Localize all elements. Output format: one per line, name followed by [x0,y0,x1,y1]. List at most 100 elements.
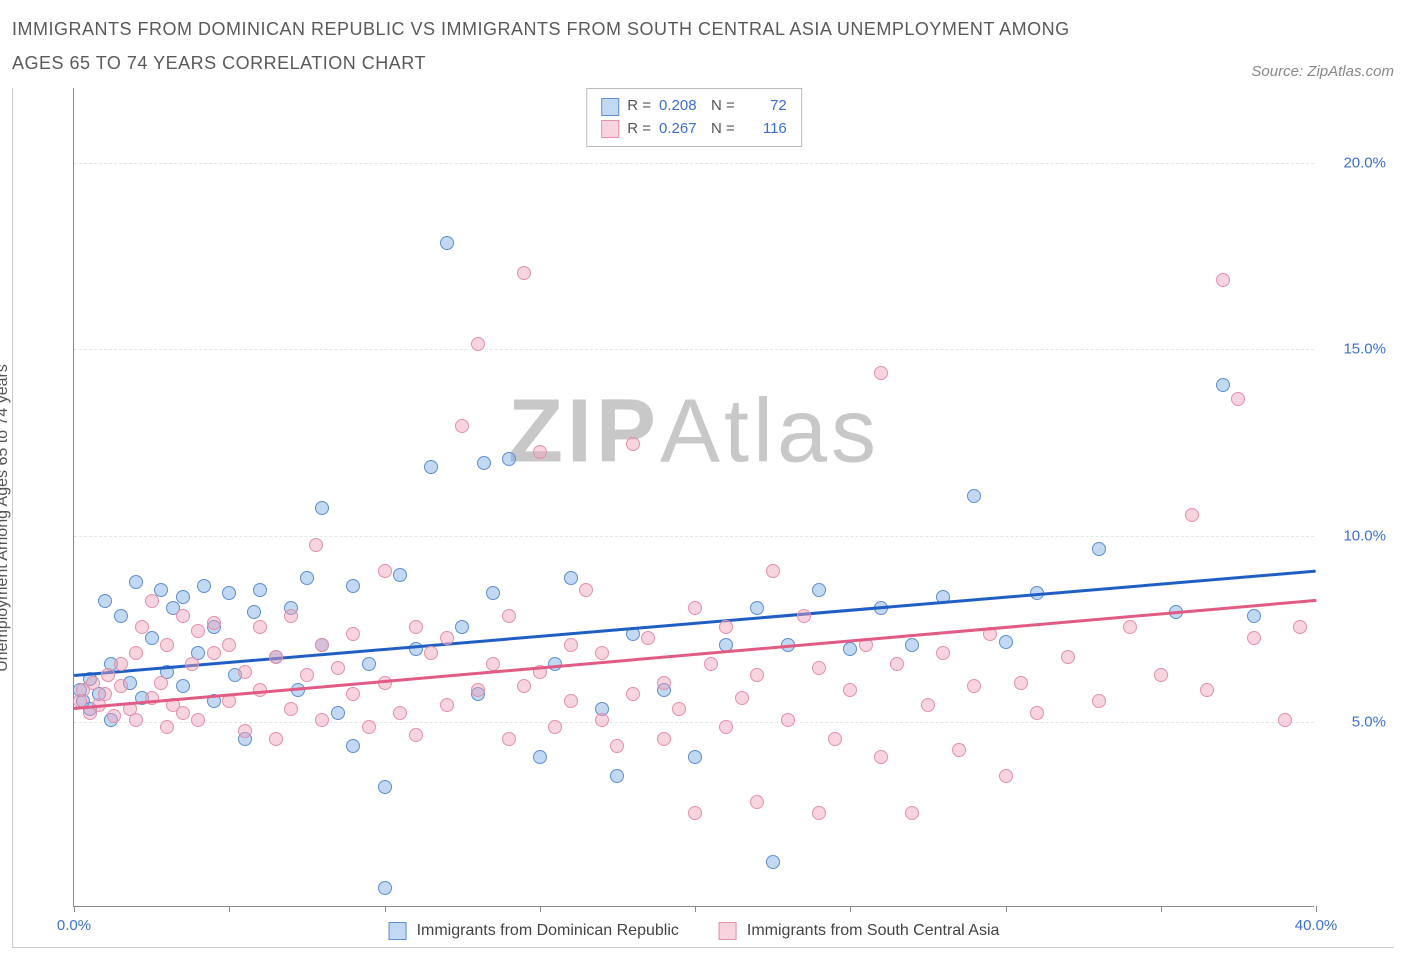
scatter-point [393,568,407,582]
scatter-point [564,638,578,652]
plot-area: ZIPAtlas R =0.208N =72R =0.267N =116 Imm… [73,88,1314,907]
scatter-point [843,642,857,656]
scatter-point [936,646,950,660]
scatter-point [1231,392,1245,406]
scatter-point [502,452,516,466]
legend-n-value: 72 [743,95,787,118]
scatter-point [114,609,128,623]
bottom-legend-label: Immigrants from Dominican Republic [417,922,679,940]
scatter-point [440,631,454,645]
scatter-point [253,620,267,634]
scatter-point [1247,609,1261,623]
scatter-point [533,750,547,764]
scatter-point [1030,706,1044,720]
scatter-point [378,881,392,895]
scatter-point [315,501,329,515]
scatter-point [967,489,981,503]
scatter-point [812,806,826,820]
scatter-point [160,720,174,734]
trend-line [74,599,1316,710]
scatter-point [952,743,966,757]
scatter-point [346,739,360,753]
scatter-point [315,638,329,652]
scatter-point [378,780,392,794]
scatter-point [471,337,485,351]
x-tick-label: 0.0% [57,917,91,934]
scatter-point [98,594,112,608]
scatter-point [207,616,221,630]
scatter-point [145,594,159,608]
x-tick [1316,906,1317,912]
scatter-point [1123,620,1137,634]
watermark-light: Atlas [660,381,880,481]
y-tick-label: 10.0% [1343,527,1386,544]
scatter-point [750,795,764,809]
scatter-point [626,687,640,701]
scatter-point [191,624,205,638]
scatter-point [797,609,811,623]
scatter-point [595,713,609,727]
scatter-point [253,583,267,597]
scatter-point [890,657,904,671]
scatter-point [641,631,655,645]
scatter-point [688,750,702,764]
x-tick-label: 40.0% [1295,917,1338,934]
source-label: Source: [1251,63,1303,80]
scatter-point [269,732,283,746]
scatter-point [477,456,491,470]
scatter-point [517,679,531,693]
scatter-point [1247,631,1261,645]
scatter-point [197,579,211,593]
gridline [74,349,1314,350]
legend-n-label: N = [711,118,735,141]
scatter-point [905,638,919,652]
scatter-point [1092,694,1106,708]
legend-r-value: 0.267 [659,118,703,141]
scatter-point [440,236,454,250]
x-tick [1006,906,1007,912]
scatter-point [455,620,469,634]
scatter-point [114,657,128,671]
legend-swatch [389,922,407,940]
scatter-point [176,706,190,720]
scatter-point [1061,650,1075,664]
scatter-point [999,635,1013,649]
scatter-point [331,661,345,675]
scatter-point [1185,508,1199,522]
scatter-point [362,720,376,734]
scatter-point [502,732,516,746]
scatter-point [595,646,609,660]
legend-swatch [719,922,737,940]
scatter-point [1216,378,1230,392]
scatter-point [843,683,857,697]
scatter-point [766,564,780,578]
scatter-point [440,698,454,712]
legend-r-label: R = [627,95,651,118]
y-axis-label: Unemployment Among Ages 65 to 74 years [0,364,12,672]
scatter-point [750,668,764,682]
scatter-point [222,694,236,708]
chart-header: IMMIGRANTS FROM DOMINICAN REPUBLIC VS IM… [12,12,1394,80]
gridline [74,163,1314,164]
y-tick-label: 15.0% [1343,341,1386,358]
scatter-point [129,713,143,727]
scatter-point [86,676,100,690]
scatter-point [626,437,640,451]
scatter-point [424,646,438,660]
scatter-point [300,668,314,682]
scatter-point [517,266,531,280]
scatter-point [781,713,795,727]
scatter-point [610,739,624,753]
scatter-point [812,661,826,675]
scatter-point [309,538,323,552]
bottom-legend-item: Immigrants from South Central Asia [719,922,1000,940]
x-tick [1161,906,1162,912]
x-tick [385,906,386,912]
legend-row: R =0.267N =116 [601,118,787,141]
scatter-point [750,601,764,615]
scatter-point [409,620,423,634]
scatter-point [1216,273,1230,287]
scatter-point [207,646,221,660]
gridline [74,536,1314,537]
scatter-point [393,706,407,720]
